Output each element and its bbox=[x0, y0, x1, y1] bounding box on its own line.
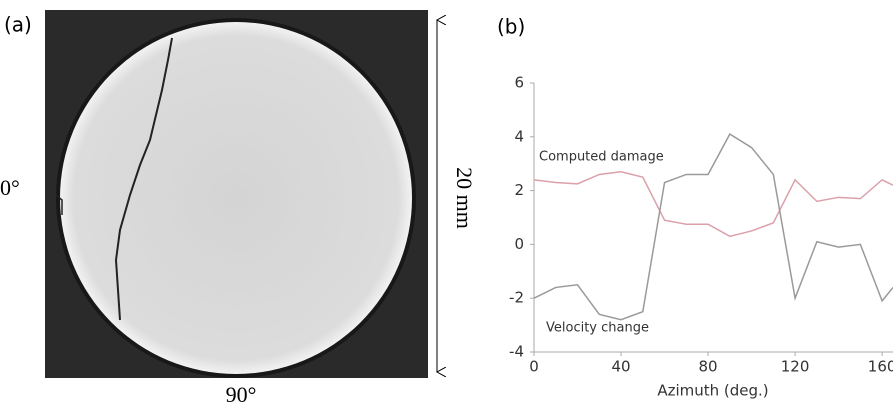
x-tick-label: 0 bbox=[529, 358, 539, 376]
crack bbox=[55, 194, 63, 215]
series-line bbox=[533, 133, 893, 321]
x-tick-label: 160 bbox=[868, 358, 893, 376]
series-line bbox=[533, 171, 893, 238]
angle-label: 90° bbox=[226, 382, 257, 407]
series-label: Velocity change bbox=[546, 321, 649, 336]
y-tick-label: 4 bbox=[514, 127, 524, 145]
x-tick-label: 40 bbox=[611, 358, 630, 376]
y-tick-label: 0 bbox=[514, 235, 524, 253]
x-axis-label: Azimuth (deg.) bbox=[657, 382, 768, 400]
y-tick-label: -4 bbox=[509, 343, 524, 361]
crack bbox=[114, 37, 173, 321]
series-label: Computed damage bbox=[539, 150, 664, 165]
x-tick-label: 120 bbox=[781, 358, 810, 376]
sample-disc bbox=[60, 22, 412, 374]
scale-label: 20 mm bbox=[452, 167, 477, 229]
angle-label: 0° bbox=[0, 175, 20, 200]
panel-label: (a) bbox=[4, 13, 32, 37]
y-tick-label: 6 bbox=[514, 74, 524, 92]
panel-label: (b) bbox=[497, 15, 525, 39]
ct-image bbox=[45, 10, 428, 378]
x-tick-label: 80 bbox=[699, 358, 718, 376]
y-tick-label: -2 bbox=[509, 289, 524, 307]
y-tick-label: 2 bbox=[514, 181, 524, 199]
